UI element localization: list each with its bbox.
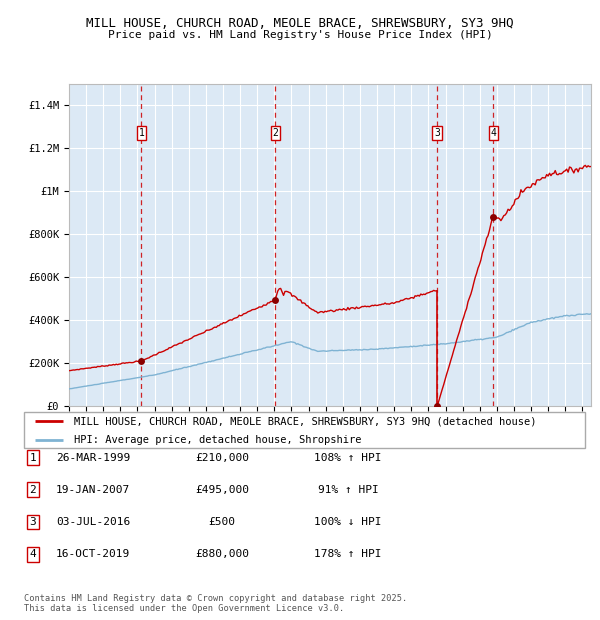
Text: £880,000: £880,000 [195, 549, 249, 559]
Text: HPI: Average price, detached house, Shropshire: HPI: Average price, detached house, Shro… [74, 435, 362, 445]
Text: MILL HOUSE, CHURCH ROAD, MEOLE BRACE, SHREWSBURY, SY3 9HQ: MILL HOUSE, CHURCH ROAD, MEOLE BRACE, SH… [86, 17, 514, 30]
Text: 4: 4 [29, 549, 37, 559]
Text: MILL HOUSE, CHURCH ROAD, MEOLE BRACE, SHREWSBURY, SY3 9HQ (detached house): MILL HOUSE, CHURCH ROAD, MEOLE BRACE, SH… [74, 417, 537, 427]
Text: 91% ↑ HPI: 91% ↑ HPI [317, 485, 379, 495]
Text: 26-MAR-1999: 26-MAR-1999 [56, 453, 130, 463]
Text: 19-JAN-2007: 19-JAN-2007 [56, 485, 130, 495]
FancyBboxPatch shape [24, 412, 585, 448]
Text: 16-OCT-2019: 16-OCT-2019 [56, 549, 130, 559]
Text: 3: 3 [29, 517, 37, 527]
Text: 100% ↓ HPI: 100% ↓ HPI [314, 517, 382, 527]
Text: 108% ↑ HPI: 108% ↑ HPI [314, 453, 382, 463]
Text: £210,000: £210,000 [195, 453, 249, 463]
Text: 1: 1 [29, 453, 37, 463]
Text: 2: 2 [29, 485, 37, 495]
Text: 3: 3 [434, 128, 440, 138]
Text: 2: 2 [272, 128, 278, 138]
Text: 1: 1 [139, 128, 145, 138]
Text: Contains HM Land Registry data © Crown copyright and database right 2025.
This d: Contains HM Land Registry data © Crown c… [24, 594, 407, 613]
Text: £495,000: £495,000 [195, 485, 249, 495]
Text: 03-JUL-2016: 03-JUL-2016 [56, 517, 130, 527]
Text: £500: £500 [209, 517, 235, 527]
Text: 4: 4 [490, 128, 496, 138]
Text: 178% ↑ HPI: 178% ↑ HPI [314, 549, 382, 559]
Text: Price paid vs. HM Land Registry's House Price Index (HPI): Price paid vs. HM Land Registry's House … [107, 30, 493, 40]
